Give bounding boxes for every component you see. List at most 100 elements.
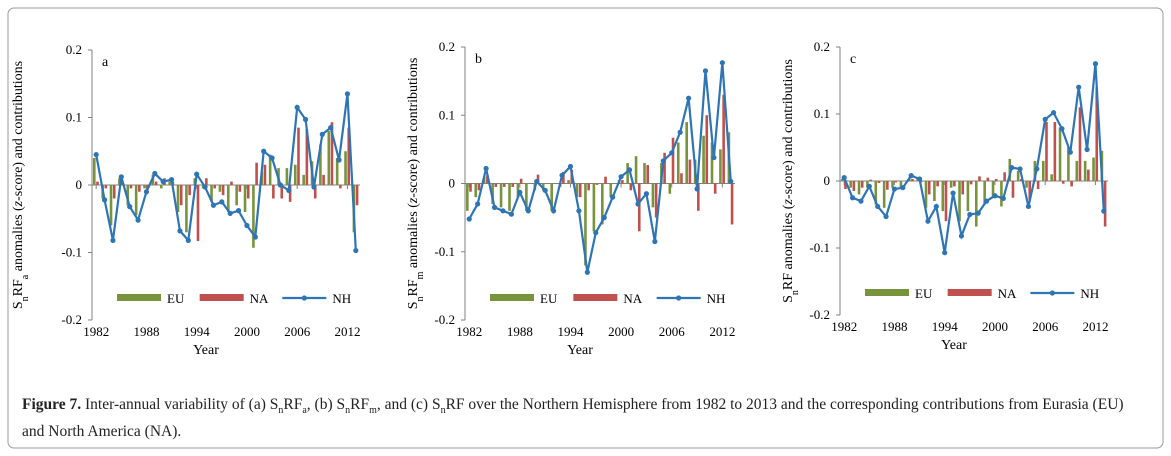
legend-swatch [490, 294, 534, 301]
y-axis-title-part: RF anomalies ( [781, 204, 796, 290]
marker [269, 155, 275, 161]
legend-label: EU [540, 291, 558, 306]
marker [942, 250, 948, 256]
y-tick-label: -0.1 [809, 240, 830, 255]
y-axis-title-part: n [415, 296, 426, 301]
bar [958, 181, 961, 222]
x-tick-label: 2000 [982, 319, 1008, 334]
marker [719, 60, 725, 66]
y-axis-title-part: -score) and contributions [406, 58, 421, 198]
y-tick-label: -0.2 [61, 312, 82, 327]
bar [933, 181, 936, 202]
legend-swatch [199, 294, 244, 301]
legend-swatch [1049, 290, 1055, 296]
bar [1025, 181, 1028, 188]
marker [219, 199, 225, 205]
bar [592, 183, 596, 232]
frame [7, 7, 1164, 449]
y-axis-title: SnRFm anomalies (z-score) and contributi… [406, 58, 426, 310]
bar [196, 185, 200, 242]
bar [966, 181, 970, 212]
bar [347, 127, 351, 185]
marker [576, 208, 582, 214]
bar [584, 183, 587, 266]
bar [293, 164, 297, 185]
marker [728, 178, 734, 185]
bar [339, 185, 342, 189]
bar [104, 185, 108, 189]
marker [143, 189, 150, 195]
caption-text: Inter-annual variability of (a) S [81, 396, 279, 413]
marker [1101, 208, 1107, 214]
caption-text: n [440, 405, 446, 417]
bar [1083, 160, 1087, 181]
caption: Figure 7. Inter-annual variability of (a… [22, 394, 1142, 442]
marker [319, 131, 325, 137]
marker [694, 186, 700, 192]
marker [660, 158, 666, 164]
bar [595, 183, 599, 185]
bar [221, 185, 225, 196]
bar [1103, 181, 1107, 227]
marker [328, 125, 334, 131]
marker [1084, 146, 1090, 153]
bar [112, 185, 116, 199]
y-axis-title-part: z [781, 199, 796, 206]
y-tick-label: -0.1 [61, 245, 82, 260]
legend-swatch [865, 289, 909, 296]
bar [205, 178, 208, 185]
line [95, 93, 357, 251]
bar [941, 181, 945, 212]
bar [609, 183, 613, 198]
bar [1078, 107, 1082, 181]
bar [924, 181, 928, 208]
caption-text: RF [283, 396, 303, 413]
marker [849, 195, 856, 201]
bar [126, 185, 130, 206]
caption-text: , and (c) S [376, 396, 441, 413]
bar [1041, 160, 1045, 181]
bar [978, 176, 981, 181]
bar [562, 171, 565, 184]
bar [852, 181, 856, 192]
bar [466, 183, 469, 211]
y-axis-title-part: n [790, 290, 801, 295]
y-tick-label: 0.1 [66, 110, 82, 125]
bar [313, 185, 317, 199]
marker [866, 183, 872, 189]
bar [1003, 172, 1006, 181]
bar [297, 127, 300, 185]
bar [991, 181, 995, 198]
y-axis-title-part: S [406, 301, 421, 309]
bar [285, 168, 289, 185]
bar [702, 135, 705, 184]
y-tick-label: 0 [824, 173, 831, 188]
bar [663, 152, 666, 184]
bar [575, 183, 579, 198]
marker [559, 172, 565, 178]
marker [194, 171, 200, 177]
bar [961, 181, 965, 195]
caption-text: , (b) S [306, 396, 346, 413]
marker [210, 202, 217, 208]
bar [1016, 170, 1020, 181]
bar [866, 181, 869, 188]
y-tick-label: 0.2 [814, 39, 830, 54]
bar [713, 183, 717, 194]
marker [177, 228, 183, 234]
marker [669, 150, 675, 156]
marker [135, 217, 141, 223]
bar [1067, 147, 1070, 181]
bar [1033, 160, 1037, 181]
bar [230, 181, 233, 185]
bar [494, 183, 498, 187]
bar [252, 185, 255, 248]
marker [508, 211, 515, 217]
bar [587, 183, 590, 191]
marker [711, 154, 717, 161]
marker [685, 95, 692, 101]
bar [891, 181, 894, 188]
y-axis-title-part: -score) and contributions [781, 59, 796, 199]
bar [643, 163, 646, 184]
y-axis-title-part: z [406, 197, 421, 204]
